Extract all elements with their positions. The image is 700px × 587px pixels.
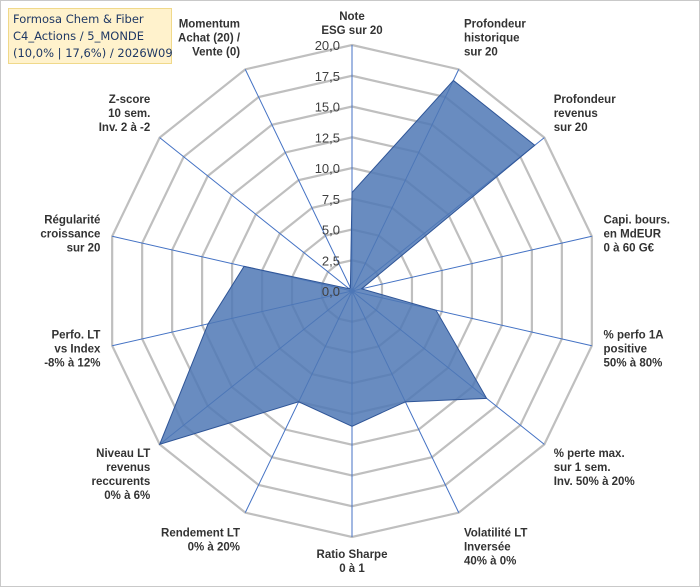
axis-spoke [244,69,353,292]
axis-label-line: Inversée [464,541,511,553]
axis-label-line: sur 20 [554,122,588,134]
axis-label-line: en MdEUR [604,229,662,241]
axis-label: % perfo 1A positive 50% à 80% [604,329,664,369]
title-stats: (10,0% | 17,6%) / 2026W09 [13,46,173,60]
axis-label-line: Régularité [44,215,100,227]
label-layer: Note ESG sur 20 Profondeur historique sur 20… [40,11,670,575]
axis-label-line: vs Index [54,343,101,355]
tick-label: 10,0 [315,161,340,176]
axis-label-line: Perfo. LT [51,329,100,341]
title-company: Formosa Chem & Fiber [13,12,144,26]
axis-label: Momentum Achat (20) / Vente (0) [178,19,241,59]
axis-label-line: Profondeur [554,94,616,106]
axis-label-line: reccurents [91,476,150,488]
axis-label-line: Momentum [179,19,240,31]
axis-label-line: 50% à 80% [604,357,663,369]
axis-label: Note ESG sur 20 [321,11,382,37]
axis-label-line: ESG sur 20 [321,25,382,37]
axis-label-line: 0 à 60 G€ [604,243,655,255]
axis-label-line: sur 1 sem. [554,462,611,474]
axis-label: Niveau LT revenus reccurents 0% à 6% [91,448,150,502]
tick-layer: 0,0 2,5 5,0 7,5 10,0 12,5 15,0 17,5 20,0 [315,38,340,299]
axis-label: Volatilité LT Inversée 40% à 0% [464,527,527,567]
axis-label-line: Ratio Sharpe [317,549,388,561]
axis-label-line: % perfo 1A [604,329,664,341]
axis-label: Régularité croissance sur 20 [40,215,100,255]
axis-label-line: Achat (20) / [178,33,241,45]
series-layer [158,79,536,446]
axis-label-line: sur 20 [464,47,498,59]
axis-label: Ratio Sharpe 0 à 1 [317,549,388,575]
axis-label-line: Inv. 50% à 20% [554,476,635,488]
axis-label-line: 10 sem. [108,108,150,120]
tick-label: 15,0 [315,100,340,115]
title-category: C4_Actions / 5_MONDE [13,29,145,43]
axis-label-line: Z-score [109,94,151,106]
axis-label-line: Rendement LT [161,527,240,539]
series-area [158,79,536,446]
axis-label: Rendement LT 0% à 20% [161,527,240,553]
axis-label-line: positive [604,343,647,355]
axis-label-line: Profondeur [464,19,526,31]
tick-label: 2,5 [322,253,340,268]
tick-label: 20,0 [315,38,340,53]
chart-title-box: Formosa Chem & Fiber C4_Actions / 5_MOND… [8,8,173,64]
axis-label: Capi. bours. en MdEUR 0 à 60 G€ [604,215,670,255]
axis-label-line: -8% à 12% [44,357,100,369]
axis-label: Profondeur historique sur 20 [464,19,526,59]
axis-label-line: 0% à 6% [104,490,150,502]
axis-label-line: Inv. 2 à -2 [99,122,151,134]
axis-label-line: Vente (0) [192,47,240,59]
axis-label-line: Niveau LT [96,448,150,460]
axis-label: Z-score 10 sem. Inv. 2 à -2 [99,94,151,134]
axis-label-line: croissance [40,229,100,241]
axis-label: Profondeur revenus sur 20 [554,94,616,134]
tick-label: 5,0 [322,223,340,238]
axis-spoke [159,137,353,292]
axis-label-line: historique [464,33,520,45]
axis-label-line: 0% à 20% [188,541,240,553]
tick-label: 12,5 [315,130,340,145]
axis-spoke [351,235,592,292]
axis-label-line: % perte max. [554,448,625,460]
axis-label-line: revenus [554,108,598,120]
tick-label: 17,5 [315,69,340,84]
axis-label-line: Capi. bours. [604,215,670,227]
axis-label-line: sur 20 [67,243,101,255]
tick-label: 7,5 [322,192,340,207]
axis-label-line: Volatilité LT [464,527,527,539]
axis-label-line: Note [339,11,365,23]
axis-label-line: 0 à 1 [339,563,365,575]
tick-label: 0,0 [322,284,340,299]
axis-label-line: 40% à 0% [464,555,516,567]
axis-label-line: revenus [106,462,150,474]
axis-label: % perte max. sur 1 sem. Inv. 50% à 20% [554,448,635,488]
axis-label: Perfo. LT vs Index -8% à 12% [44,329,101,369]
